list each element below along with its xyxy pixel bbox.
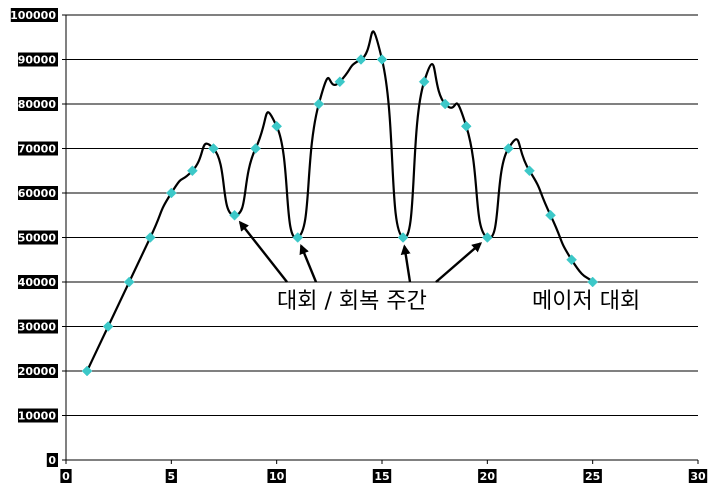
x-tick-label: 5 xyxy=(168,470,176,483)
data-point xyxy=(439,98,451,110)
y-tick-label: 0 xyxy=(48,454,56,467)
x-tick-label: 15 xyxy=(374,470,389,483)
data-point xyxy=(81,365,93,377)
data-point xyxy=(144,232,156,243)
annotation-arrow xyxy=(299,243,318,283)
data-point xyxy=(187,165,198,177)
x-tick-label-box xyxy=(60,469,72,483)
series-line xyxy=(86,30,594,372)
y-tick-label: 20000 xyxy=(18,365,57,378)
data-point xyxy=(355,54,367,65)
annotation-arrow xyxy=(238,220,288,283)
data-point xyxy=(503,143,514,154)
annotation-recovery-weeks: 대회 / 회복 주간 xyxy=(277,289,427,314)
x-tick-label: 25 xyxy=(585,470,600,483)
data-point xyxy=(524,165,535,177)
y-tick-label: 50000 xyxy=(18,232,57,245)
data-point xyxy=(313,98,325,110)
y-tick-label-box xyxy=(46,453,58,467)
y-tick-label: 40000 xyxy=(18,276,57,289)
y-tick-label-box xyxy=(18,319,58,334)
data-points xyxy=(81,54,599,377)
x-tick-label-box xyxy=(583,469,602,483)
y-tick-label-box xyxy=(18,97,58,111)
x-tick-label-box xyxy=(165,469,177,483)
y-tick-label-box xyxy=(18,275,58,289)
data-point xyxy=(102,321,114,332)
data-point xyxy=(334,76,346,88)
x-tick-label: 20 xyxy=(480,470,496,483)
data-point xyxy=(587,276,599,288)
data-point xyxy=(292,232,304,243)
data-point xyxy=(250,143,261,154)
data-point xyxy=(418,76,430,88)
y-tick-label: 60000 xyxy=(18,187,57,200)
data-point xyxy=(165,187,177,199)
tick-labels: 0 10000 20000 30000 40000 50000 60000 70000 8000… xyxy=(10,8,708,483)
data-point xyxy=(397,232,409,243)
x-tick-label-box xyxy=(478,469,497,483)
y-tick-label: 30000 xyxy=(18,321,57,334)
y-tick-label: 80000 xyxy=(18,98,57,111)
x-tick-label-box xyxy=(688,469,708,483)
annotation-arrow xyxy=(400,244,412,283)
y-tick-label: 90000 xyxy=(18,54,57,67)
data-point xyxy=(545,209,556,221)
y-tick-label-box xyxy=(18,230,58,245)
x-tick-label: 30 xyxy=(690,470,706,483)
y-tick-label-box xyxy=(18,408,58,423)
series-line-path xyxy=(86,30,594,372)
annotation-arrow xyxy=(435,242,483,283)
data-point xyxy=(566,254,577,266)
data-point xyxy=(208,143,219,154)
y-tick-label-box xyxy=(10,8,59,22)
axes xyxy=(62,14,699,464)
x-tick-label-box xyxy=(372,469,392,483)
y-tick-label-box xyxy=(18,141,58,156)
y-tick-label: 70000 xyxy=(18,143,57,156)
y-tick-label: 10000 xyxy=(18,410,57,423)
x-tick-label: 10 xyxy=(269,470,285,483)
data-point xyxy=(229,209,240,221)
x-tick-label-box xyxy=(267,469,286,483)
data-point xyxy=(123,276,135,288)
y-tick-label-box xyxy=(18,186,58,200)
y-tick-label: 100000 xyxy=(10,9,56,22)
data-point xyxy=(481,232,493,243)
y-tick-label-box xyxy=(18,364,58,378)
x-tick-label: 0 xyxy=(62,470,70,483)
data-point xyxy=(460,120,472,132)
annotation-major-event: 메이저 대회 xyxy=(532,289,640,314)
data-point xyxy=(376,54,388,65)
y-tick-label-box xyxy=(18,52,58,67)
annotations: 대회 / 회복 주간 메이저 대회 xyxy=(238,220,640,314)
data-point xyxy=(271,120,283,132)
